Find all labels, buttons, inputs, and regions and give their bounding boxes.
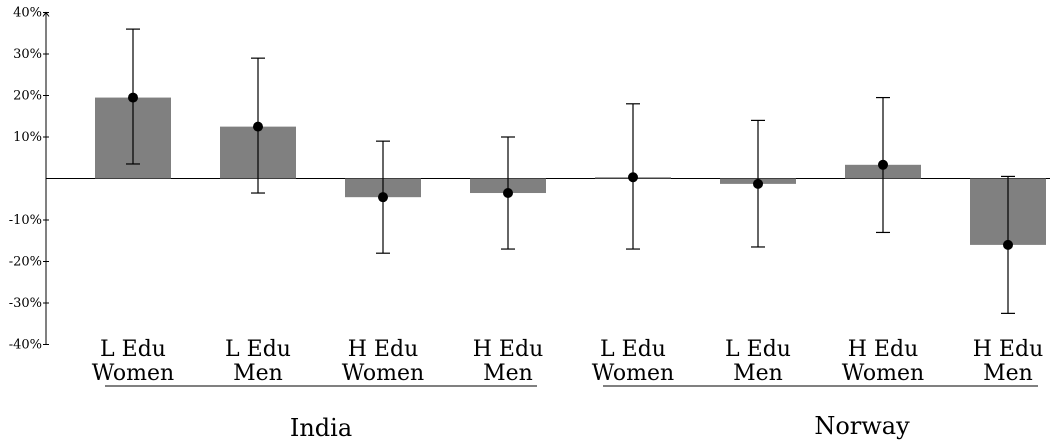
data-point [128,92,138,103]
data-point [253,121,263,132]
category-label-line1: L Edu [225,337,291,362]
data-point [503,188,513,199]
data-point [1003,239,1013,250]
category-label-line1: H Edu [348,337,419,362]
group-label: India [290,414,352,442]
category-label-line1: H Edu [973,337,1044,362]
y-tick-label: 40% [13,6,42,21]
y-tick-label: 20% [13,89,42,104]
category-label-line1: L Edu [725,337,791,362]
category-label-line1: L Edu [100,337,166,362]
data-point [753,178,763,189]
y-tick-label: 10% [13,130,42,145]
data-point [878,159,888,170]
group-label: Norway [814,412,910,440]
y-tick-label: -20% [9,255,42,270]
category-label-line2: Men [233,361,283,386]
category-label-line2: Men [733,361,783,386]
data-point [628,172,638,183]
y-tick-label: 30% [13,47,42,62]
category-label-line2: Women [342,361,424,386]
category-label-line2: Men [483,361,533,386]
category-label-line1: L Edu [600,337,666,362]
category-label-line1: H Edu [473,337,544,362]
y-tick-label: -10% [9,213,42,228]
category-label-line2: Women [92,361,174,386]
category-label-line2: Women [592,361,674,386]
category-label-line2: Men [983,361,1033,386]
data-point [378,192,388,203]
y-tick-label: -30% [9,296,42,311]
category-label-line1: H Edu [848,337,919,362]
category-label-line2: Women [842,361,924,386]
y-tick-label: -40% [9,338,42,353]
